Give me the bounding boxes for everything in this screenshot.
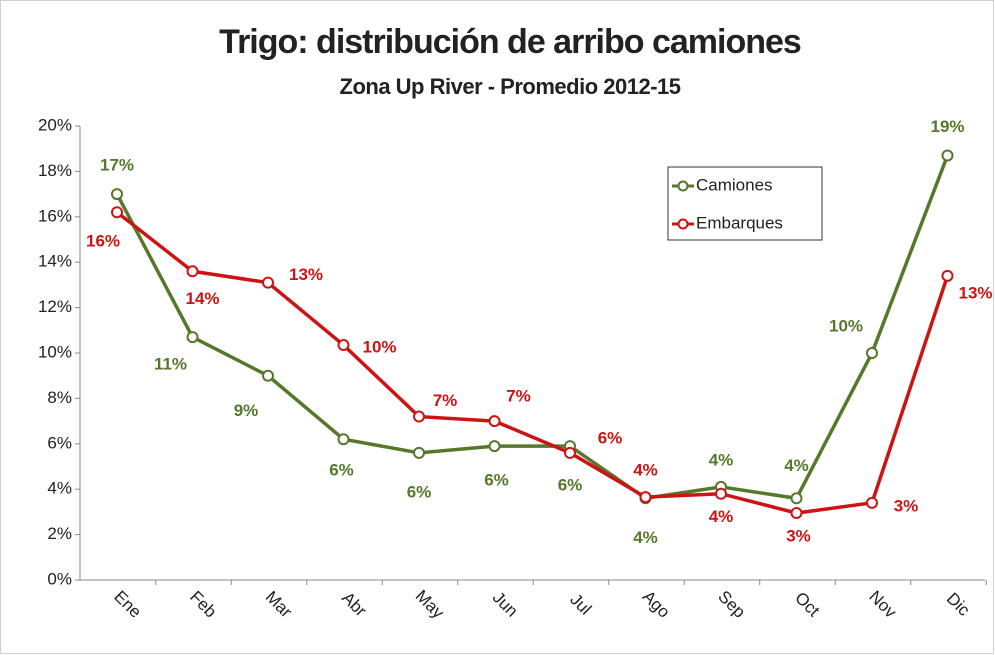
chart-subtitle: Zona Up River - Promedio 2012-15 bbox=[340, 74, 681, 99]
data-label: 6% bbox=[558, 476, 583, 495]
data-label: 19% bbox=[930, 117, 964, 136]
data-label: 10% bbox=[829, 316, 863, 335]
data-label: 13% bbox=[958, 283, 992, 302]
point bbox=[337, 339, 350, 352]
point bbox=[790, 507, 803, 520]
data-label: 11% bbox=[154, 355, 187, 374]
y-tick-label: 10% bbox=[38, 342, 72, 361]
series-line bbox=[115, 154, 950, 501]
y-tick-label: 14% bbox=[38, 252, 72, 271]
legend-marker bbox=[677, 218, 689, 230]
data-label: 10% bbox=[362, 338, 396, 357]
data-label: 6% bbox=[407, 482, 432, 501]
legend-label: Camiones bbox=[696, 175, 773, 194]
y-tick-label: 0% bbox=[47, 569, 72, 588]
series-line bbox=[115, 210, 950, 515]
point bbox=[941, 269, 954, 282]
data-label: 4% bbox=[633, 461, 658, 480]
point bbox=[111, 206, 123, 219]
data-label: 4% bbox=[633, 528, 658, 547]
data-label: 6% bbox=[484, 471, 509, 490]
y-tick-label: 6% bbox=[47, 433, 72, 452]
data-label: 16% bbox=[86, 232, 120, 251]
point bbox=[186, 331, 199, 344]
data-label: 9% bbox=[234, 401, 259, 420]
data-label: 3% bbox=[786, 527, 811, 546]
data-label: 6% bbox=[598, 428, 623, 447]
data-label: 4% bbox=[709, 507, 734, 526]
y-tick-label: 16% bbox=[38, 206, 72, 225]
point bbox=[337, 433, 350, 446]
point bbox=[413, 410, 425, 423]
y-tick-label: 8% bbox=[47, 388, 72, 407]
point bbox=[488, 415, 501, 428]
data-label: 6% bbox=[329, 461, 354, 480]
point bbox=[866, 347, 878, 359]
y-tick-label: 4% bbox=[47, 479, 72, 498]
point bbox=[262, 276, 274, 289]
point bbox=[715, 487, 727, 500]
point bbox=[488, 440, 501, 453]
data-label: 13% bbox=[289, 265, 323, 284]
point bbox=[564, 446, 576, 459]
chart-title: Trigo: distribución de arribo camiones bbox=[219, 23, 801, 61]
legend-box bbox=[667, 166, 823, 241]
data-label: 4% bbox=[784, 456, 809, 475]
point bbox=[186, 265, 199, 278]
point bbox=[941, 149, 954, 162]
legend-marker bbox=[677, 180, 689, 192]
y-tick-label: 20% bbox=[38, 115, 72, 134]
point bbox=[639, 491, 652, 504]
data-label: 4% bbox=[709, 450, 734, 469]
legend-label: Embarques bbox=[696, 213, 783, 232]
data-label: 7% bbox=[433, 391, 458, 410]
data-label: 3% bbox=[894, 496, 919, 515]
data-label: 17% bbox=[100, 156, 134, 175]
point bbox=[866, 496, 878, 509]
point bbox=[262, 369, 274, 382]
y-tick-label: 12% bbox=[38, 297, 72, 316]
y-tick-label: 2% bbox=[47, 524, 72, 543]
point bbox=[413, 446, 425, 459]
data-label: 14% bbox=[185, 289, 219, 308]
point bbox=[111, 188, 123, 201]
point bbox=[790, 492, 803, 505]
y-tick-label: 18% bbox=[38, 161, 72, 180]
data-label: 7% bbox=[506, 387, 531, 406]
